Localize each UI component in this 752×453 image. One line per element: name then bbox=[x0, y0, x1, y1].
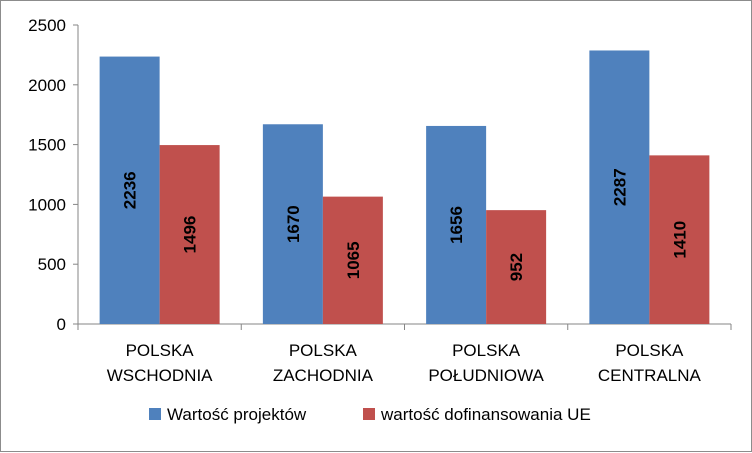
bar bbox=[589, 50, 650, 325]
x-category-label: WSCHODNIA bbox=[107, 366, 213, 385]
x-category-label: POLSKA bbox=[615, 341, 684, 360]
bar-value-label: 2287 bbox=[610, 168, 629, 206]
y-tick-label: 2500 bbox=[28, 16, 66, 35]
x-category-label: CENTRALNA bbox=[598, 366, 702, 385]
y-tick-label: 2000 bbox=[28, 76, 66, 95]
bar-value-label: 952 bbox=[507, 253, 526, 281]
bar-value-label: 1670 bbox=[284, 205, 303, 243]
legend-swatch bbox=[149, 408, 161, 420]
bar bbox=[159, 145, 220, 324]
bar bbox=[99, 56, 160, 324]
bar-value-label: 1496 bbox=[181, 216, 200, 254]
data-labels: 2236 1496 1670 1065 1656 952 2287 1410 bbox=[121, 168, 690, 281]
bar-value-label: 1410 bbox=[670, 221, 689, 259]
legend: Wartość projektów wartość dofinansowania … bbox=[149, 405, 591, 424]
bar bbox=[486, 210, 547, 324]
x-category-label: POLSKA bbox=[452, 341, 521, 360]
y-tick-label: 1000 bbox=[28, 195, 66, 214]
bar-value-label: 2236 bbox=[121, 171, 140, 209]
bar bbox=[322, 196, 383, 324]
legend-label: wartość dofinansowania UE bbox=[380, 405, 591, 424]
bar-value-label: 1065 bbox=[344, 241, 363, 279]
x-category-label: ZACHODNIA bbox=[273, 366, 374, 385]
bar bbox=[262, 124, 323, 324]
y-tick-label: 0 bbox=[57, 315, 66, 334]
legend-swatch bbox=[363, 408, 375, 420]
axes: 0 500 1000 1500 2000 2500 POLSKA WSCHODNIA POLSK… bbox=[28, 16, 732, 385]
y-tick-label: 1500 bbox=[28, 136, 66, 155]
legend-label: Wartość projektów bbox=[167, 405, 307, 424]
x-category-label: POLSKA bbox=[289, 341, 358, 360]
y-tick-label: 500 bbox=[38, 255, 66, 274]
bar-value-label: 1656 bbox=[447, 206, 466, 244]
x-category-label: POLSKA bbox=[126, 341, 195, 360]
bar bbox=[649, 155, 710, 324]
bars bbox=[99, 50, 710, 325]
x-category-label: POŁUDNIOWA bbox=[428, 366, 544, 385]
bar bbox=[426, 125, 487, 324]
